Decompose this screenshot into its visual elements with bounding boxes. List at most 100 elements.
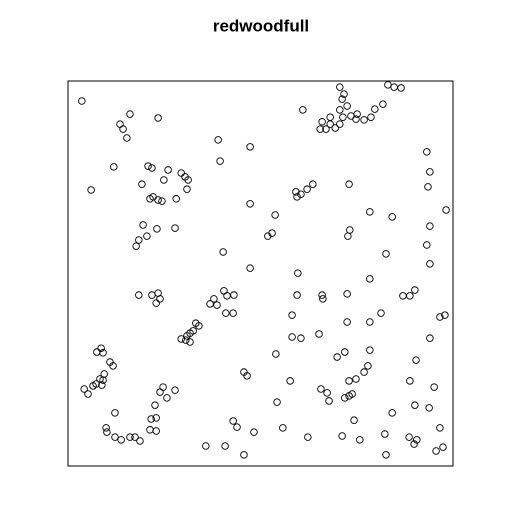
point <box>412 356 420 364</box>
point <box>246 143 254 151</box>
point <box>430 383 438 391</box>
point <box>89 382 97 390</box>
point <box>93 348 101 356</box>
point <box>371 105 379 113</box>
point <box>97 344 105 352</box>
point <box>344 232 352 240</box>
point <box>340 90 348 98</box>
point <box>151 401 159 409</box>
point <box>304 433 312 441</box>
point <box>325 397 333 405</box>
point <box>246 200 254 208</box>
point <box>272 350 280 358</box>
point <box>323 389 331 397</box>
point <box>152 427 160 435</box>
point <box>264 232 272 240</box>
point <box>338 95 346 103</box>
point <box>158 197 166 205</box>
point <box>233 423 241 431</box>
point <box>326 113 334 121</box>
point <box>126 110 134 118</box>
point <box>243 372 251 380</box>
point <box>423 241 431 249</box>
point <box>436 313 444 321</box>
point <box>111 409 119 417</box>
point <box>297 334 305 342</box>
point <box>367 113 375 121</box>
point <box>388 213 396 221</box>
point <box>164 166 172 174</box>
point <box>80 385 88 393</box>
point <box>109 362 117 370</box>
point <box>156 295 164 303</box>
point <box>366 275 374 283</box>
point <box>288 333 296 341</box>
point <box>348 390 356 398</box>
point <box>153 225 161 233</box>
point <box>364 362 372 370</box>
point <box>382 451 390 459</box>
point <box>399 292 407 300</box>
point <box>315 330 323 338</box>
point <box>154 196 162 204</box>
point <box>229 309 237 317</box>
point <box>331 124 339 132</box>
point <box>132 242 140 250</box>
point <box>423 148 431 156</box>
point <box>154 114 162 122</box>
point <box>318 291 326 299</box>
point <box>426 222 434 230</box>
point <box>319 295 327 303</box>
point <box>293 291 301 299</box>
point <box>356 436 364 444</box>
point <box>273 398 281 406</box>
point <box>111 433 119 441</box>
point <box>186 338 194 346</box>
point <box>240 451 248 459</box>
window-frame <box>67 80 454 467</box>
point <box>230 291 238 299</box>
point <box>384 81 392 89</box>
point <box>171 386 179 394</box>
point <box>78 97 86 105</box>
point <box>366 346 374 354</box>
point <box>195 322 203 330</box>
point <box>366 208 374 216</box>
point <box>148 164 156 172</box>
point <box>143 232 151 240</box>
point <box>246 264 254 272</box>
point <box>183 185 191 193</box>
point <box>346 226 354 234</box>
point <box>216 157 224 165</box>
point <box>352 115 360 123</box>
point <box>126 433 134 441</box>
point <box>352 375 360 383</box>
point <box>347 112 355 120</box>
point <box>397 84 405 92</box>
point <box>425 404 433 412</box>
point <box>214 136 222 144</box>
point <box>117 436 125 444</box>
point <box>131 433 139 441</box>
point <box>136 437 144 445</box>
point <box>299 106 307 114</box>
point <box>410 440 418 448</box>
point <box>297 190 305 198</box>
point <box>146 426 154 434</box>
point <box>411 286 419 294</box>
point <box>382 250 390 258</box>
point <box>341 394 349 402</box>
point <box>271 211 279 219</box>
point <box>177 169 185 177</box>
point <box>99 349 107 357</box>
point <box>222 309 230 317</box>
point <box>333 353 341 361</box>
point <box>345 377 353 385</box>
point <box>309 180 317 188</box>
point <box>341 348 349 356</box>
point <box>432 447 440 455</box>
point <box>184 176 192 184</box>
point <box>183 332 191 340</box>
